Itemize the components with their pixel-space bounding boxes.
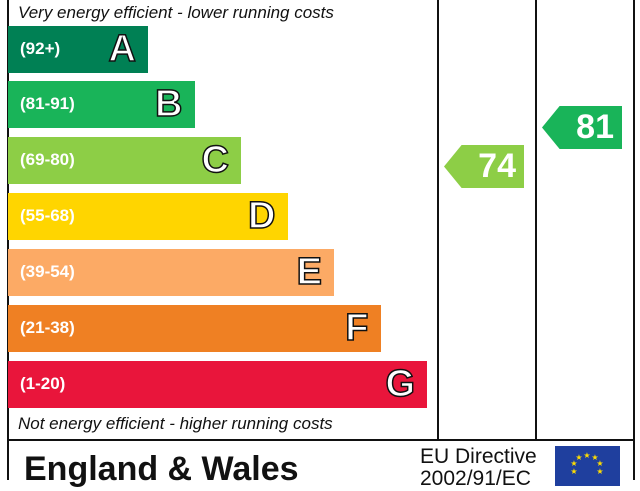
band-range: (39-54) (20, 262, 75, 281)
svg-text:★: ★ (591, 453, 598, 462)
frame-right (633, 0, 635, 480)
band-range: (1-20) (20, 374, 66, 393)
bottom-caption: Not energy efficient - higher running co… (18, 414, 333, 433)
band-b: (81-91) B (8, 81, 195, 128)
band-letter: D (247, 194, 276, 238)
band-range: (55-68) (20, 206, 75, 225)
divider-current (437, 0, 439, 440)
eu-flag-icon: ★ ★ ★ ★ ★ ★ ★ (555, 446, 620, 486)
band-letter: E (296, 250, 323, 294)
band-e: (39-54) E (8, 249, 334, 296)
current-rating-value: 74 (478, 147, 516, 185)
svg-text:★: ★ (570, 467, 577, 476)
potential-rating-arrow: 81 (542, 106, 622, 149)
band-range: (81-91) (20, 94, 75, 113)
band-a: (92+) A (8, 26, 148, 73)
band-range: (92+) (20, 39, 61, 58)
current-rating-arrow: 74 (444, 145, 524, 188)
footer-divider (7, 439, 635, 441)
frame-left (7, 0, 9, 480)
band-range: (21-38) (20, 318, 75, 337)
band-letter: G (385, 362, 416, 406)
band-letter: C (201, 138, 230, 182)
svg-text:★: ★ (575, 453, 582, 462)
svg-text:★: ★ (583, 451, 590, 460)
potential-rating-value: 81 (576, 108, 614, 146)
country-label: England & Wales (24, 450, 299, 488)
band-letter: F (345, 306, 370, 350)
band-g: (1-20) G (8, 361, 427, 408)
band-letter: B (154, 82, 183, 126)
eu-directive-line2: 2002/91/EC (420, 467, 531, 490)
divider-potential (535, 0, 537, 440)
svg-text:★: ★ (570, 459, 577, 468)
top-caption: Very energy efficient - lower running co… (18, 3, 334, 22)
band-range: (69-80) (20, 150, 75, 169)
eu-directive-line1: EU Directive (420, 445, 537, 468)
band-c: (69-80) C (8, 137, 241, 184)
svg-text:★: ★ (596, 467, 603, 476)
band-f: (21-38) F (8, 305, 381, 352)
band-letter: A (108, 27, 137, 71)
eu-directive: EU Directive 2002/91/EC (420, 446, 537, 490)
band-d: (55-68) D (8, 193, 288, 240)
svg-text:★: ★ (596, 459, 603, 468)
